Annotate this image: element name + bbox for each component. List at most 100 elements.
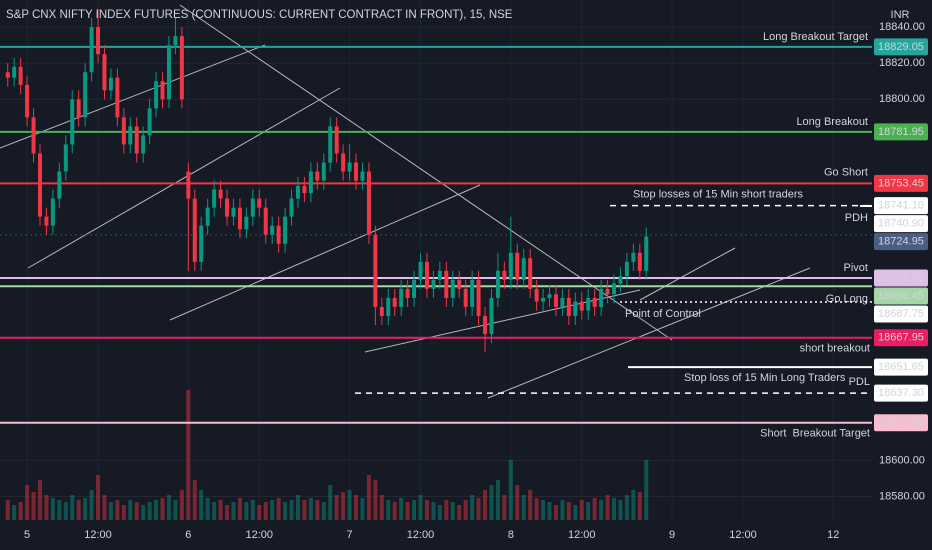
volume-bar [57, 500, 62, 520]
volume-bar [560, 500, 565, 520]
chart-title: S&P CNX NIFTY INDEX FUTURES (CONTINUOUS:… [6, 9, 513, 21]
volume-bar [108, 502, 113, 520]
candle-body [495, 270, 500, 298]
time-axis-bg [0, 520, 932, 550]
volume-bar [147, 502, 152, 520]
level-name: Long Breakout [796, 116, 868, 128]
candle-body [386, 297, 391, 316]
candle-body [373, 234, 378, 307]
volume-bar [308, 498, 313, 520]
volume-bar [121, 505, 126, 520]
price-label: 18667.95 [878, 332, 924, 344]
candle-body [521, 258, 526, 280]
volume-bar [160, 498, 165, 520]
volume-bar [96, 475, 101, 520]
volume-bar [37, 480, 42, 520]
candle-body [624, 261, 629, 277]
volume-layer [5, 390, 649, 520]
volume-bar [566, 502, 571, 520]
x-tick-label: 12:00 [568, 529, 596, 541]
volume-bar [553, 505, 558, 520]
volume-bar [128, 500, 133, 520]
volume-bar [166, 495, 171, 520]
candle-body [37, 153, 42, 217]
candle-body [57, 171, 62, 199]
volume-bar [70, 495, 75, 520]
candle-body [547, 294, 552, 298]
x-tick-label: 5 [24, 529, 30, 541]
candle-body [5, 72, 10, 78]
price-label: 18696.45 [878, 290, 924, 302]
candle-body [244, 216, 249, 230]
candle-body [147, 108, 152, 136]
candle-body [515, 252, 520, 280]
candle-body [89, 27, 94, 73]
y-tick-label: 18580.00 [879, 490, 925, 502]
volume-bar [289, 500, 294, 520]
volume-bar [334, 495, 339, 520]
volume-bar [283, 502, 288, 520]
x-tick-label: 12:00 [84, 529, 112, 541]
volume-bar [212, 502, 217, 520]
candle-body [612, 283, 617, 295]
volume-bar [386, 500, 391, 520]
volume-bar [392, 502, 397, 520]
volume-bar [18, 502, 23, 520]
volume-bar [373, 480, 378, 520]
candle-body [173, 36, 178, 46]
candle-body [618, 276, 623, 284]
volume-bar [257, 505, 262, 520]
candle-body [276, 225, 281, 244]
x-tick-label: 12 [827, 529, 839, 541]
volume-bar [418, 495, 423, 520]
candle-body [418, 261, 423, 280]
candle-body [450, 279, 455, 298]
volume-bar [631, 490, 636, 520]
candle-body [379, 306, 384, 316]
candle-body [592, 297, 597, 307]
volume-bar [612, 498, 617, 520]
currency: INR [891, 9, 910, 21]
x-tick-label: 12:00 [407, 529, 435, 541]
volume-bar [321, 502, 326, 520]
levels-layer: Long Breakout Target Long Breakout Go Shor… [0, 31, 872, 440]
candle-body [470, 279, 475, 307]
candle-body [573, 301, 578, 316]
volume-bar [328, 485, 333, 520]
candle-body [308, 171, 313, 194]
candle-body [63, 144, 68, 172]
level-name: PDL [849, 376, 870, 388]
candle-body [31, 117, 36, 154]
volume-bar [476, 498, 481, 520]
price-label: 18724.95 [878, 236, 924, 248]
candle-body [553, 294, 558, 307]
candle-body [250, 198, 255, 217]
volume-bar [237, 498, 242, 520]
candle-body [534, 288, 539, 302]
volume-bar [186, 390, 191, 520]
volume-bar [437, 505, 442, 520]
candle-body [44, 216, 49, 226]
candle-body [25, 84, 30, 118]
volume-bar [528, 490, 533, 520]
price-label: 18781.95 [878, 126, 924, 138]
candle-body [134, 126, 139, 154]
candle-body [457, 279, 462, 289]
candle-body [257, 198, 262, 208]
volume-bar [276, 498, 281, 520]
volume-bar [179, 490, 184, 520]
candle-body [354, 162, 359, 181]
candle-body [579, 301, 584, 311]
volume-bar [470, 495, 475, 520]
trendline [639, 247, 736, 301]
volume-bar [399, 498, 404, 520]
volume-bar [457, 505, 462, 520]
volume-bar [405, 502, 410, 520]
price-label: 18829.05 [878, 41, 924, 53]
volume-bar [347, 490, 352, 520]
volume-bar [199, 490, 204, 520]
candle-body [347, 162, 352, 172]
level-name: Stop losses of 15 Min short traders [633, 189, 803, 201]
level-name: Pivot [844, 262, 868, 274]
